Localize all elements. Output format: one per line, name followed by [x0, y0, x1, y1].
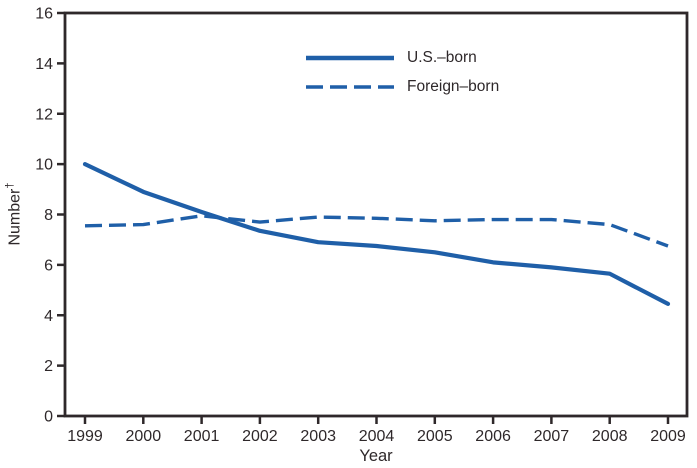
y-axis-tick-label: 8	[44, 207, 53, 224]
x-axis-tick-label: 2008	[592, 428, 628, 445]
x-axis-tick-label: 2006	[475, 428, 511, 445]
x-axis-tick-label: 2000	[126, 428, 162, 445]
x-axis-tick-label: 2002	[242, 428, 278, 445]
y-axis-title-dagger: †	[4, 182, 16, 189]
y-axis-tick-label: 2	[44, 358, 53, 375]
y-axis-tick-label: 4	[44, 308, 53, 325]
x-axis-title: Year	[359, 447, 393, 465]
y-axis-tick-label: 16	[35, 6, 53, 23]
y-axis-tick-label: 14	[35, 56, 53, 73]
x-axis-tick-label: 1999	[67, 428, 103, 445]
legend-item-us-born: U.S.–born	[306, 49, 499, 66]
y-axis-tick-label: 0	[44, 409, 53, 426]
y-axis-title-text: Number	[6, 188, 24, 246]
x-axis-tick-label: 2009	[650, 428, 686, 445]
us-born-line	[82, 162, 671, 307]
x-axis-tick-label: 2004	[359, 428, 395, 445]
legend-label-us-born: U.S.–born	[407, 49, 477, 66]
legend-label-foreign-born: Foreign–born	[407, 78, 500, 95]
y-axis-tick-label: 12	[35, 106, 53, 123]
dashed-line-swatch-icon	[306, 85, 394, 89]
y-axis-tick-label: 6	[44, 257, 53, 274]
solid-line-swatch-icon	[306, 55, 394, 61]
legend-item-foreign-born: Foreign–born	[306, 78, 500, 95]
y-axis-title: Number†	[4, 149, 24, 279]
x-axis-tick-label: 2001	[184, 428, 220, 445]
legend: U.S.–born Foreign–born	[306, 49, 500, 95]
y-axis-tick-label: 10	[35, 157, 53, 174]
foreign-born-line	[84, 214, 669, 248]
x-axis-tick-label: 2005	[417, 428, 453, 445]
x-axis-tick-label: 2003	[300, 428, 336, 445]
x-axis-tick-label: 2007	[534, 428, 570, 445]
